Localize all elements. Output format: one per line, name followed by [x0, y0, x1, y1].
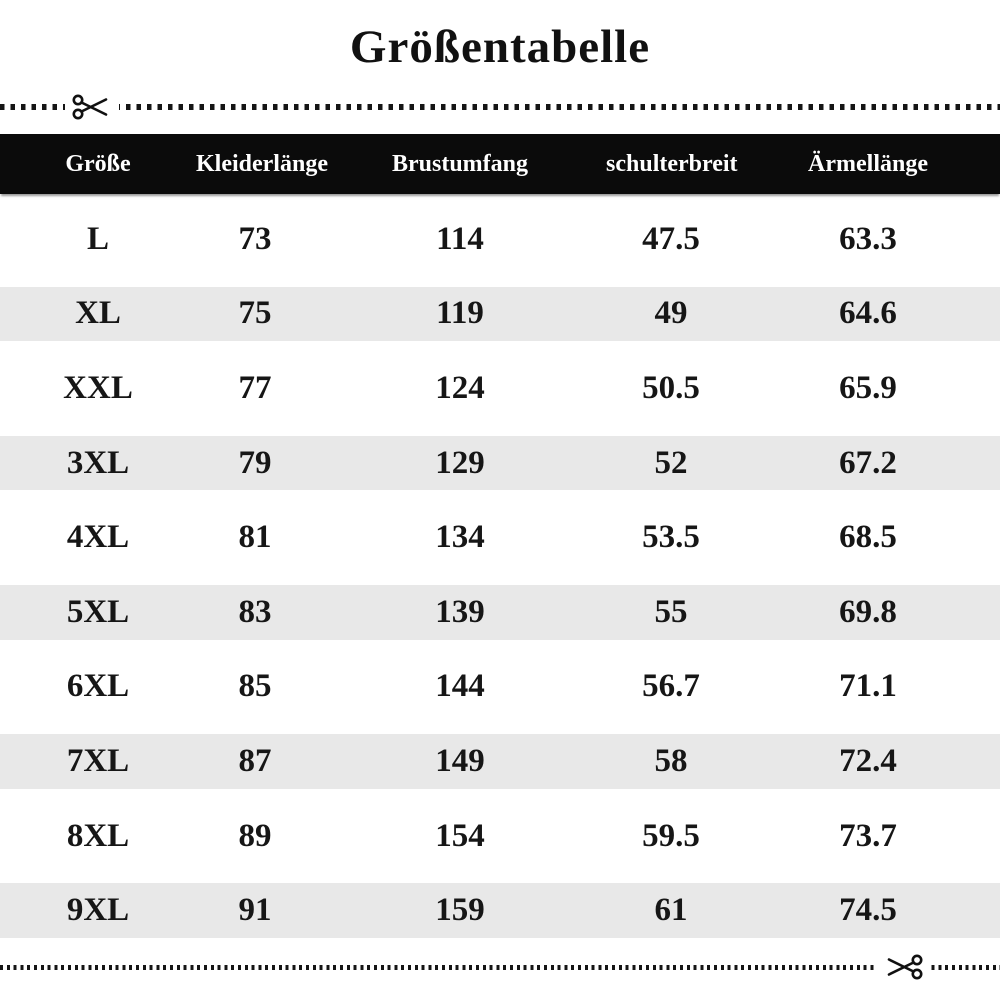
brustumfang-cell: 149: [435, 742, 485, 779]
brustumfang-cell: 124: [435, 369, 485, 406]
table-row: XL 75 119 49 64.6: [0, 277, 1000, 352]
brustumfang-cell: 114: [436, 220, 484, 257]
kleiderlaenge-cell: 83: [238, 593, 272, 630]
header-kleiderlaenge: Kleiderlänge: [196, 150, 328, 177]
table-row: 9XL 91 159 61 74.5: [0, 873, 1000, 948]
schulterbreit-cell: 58: [654, 742, 688, 779]
table-row: 8XL 89 154 59.5 73.7: [0, 799, 1000, 874]
size-cell: XXL: [63, 369, 133, 406]
table-row: 7XL 87 149 58 72.4: [0, 724, 1000, 799]
size-cell: L: [86, 220, 109, 257]
cut-line-top: [0, 92, 1000, 122]
kleiderlaenge-cell: 81: [238, 519, 272, 556]
brustumfang-cell: 154: [435, 817, 485, 854]
brustumfang-cell: 139: [435, 593, 485, 630]
schulterbreit-cell: 53.5: [642, 519, 700, 556]
header-brustumfang: Brustumfang: [391, 150, 529, 177]
kleiderlaenge-cell: 77: [238, 369, 272, 406]
table-row: 3XL 79 129 52 67.2: [0, 426, 1000, 501]
page-title: Größentabelle: [349, 21, 651, 73]
schulterbreit-cell: 55: [654, 593, 688, 630]
size-cell: 7XL: [66, 742, 130, 779]
aermellaenge-cell: 72.4: [839, 742, 897, 779]
size-cell: 8XL: [66, 817, 130, 854]
kleiderlaenge-cell: 91: [238, 892, 272, 929]
kleiderlaenge-cell: 75: [238, 295, 272, 332]
aermellaenge-cell: 64.6: [839, 295, 897, 332]
header-aermellaenge: Ärmellänge: [808, 150, 928, 177]
aermellaenge-cell: 69.8: [839, 593, 897, 630]
header-schulterbreit: schulterbreit: [606, 150, 738, 177]
size-cell: XL: [75, 295, 121, 332]
table-row: 5XL 83 139 55 69.8: [0, 575, 1000, 650]
schulterbreit-cell: 61: [654, 892, 688, 929]
aermellaenge-cell: 73.7: [839, 817, 897, 854]
brustumfang-cell: 119: [436, 295, 484, 332]
table-row: 4XL 81 134 53.5 68.5: [0, 500, 1000, 575]
size-cell: 9XL: [66, 892, 130, 929]
brustumfang-cell: 159: [435, 892, 485, 929]
size-cell: 3XL: [66, 444, 130, 481]
dotted-line: [0, 104, 1000, 110]
kleiderlaenge-cell: 89: [238, 817, 272, 854]
schulterbreit-cell: 50.5: [642, 369, 700, 406]
size-cell: 6XL: [66, 668, 130, 705]
kleiderlaenge-cell: 73: [238, 220, 272, 257]
scissors-icon: [65, 93, 119, 121]
schulterbreit-cell: 47.5: [642, 220, 700, 257]
kleiderlaenge-cell: 85: [238, 668, 272, 705]
header-groesse: Größe: [65, 150, 131, 177]
cut-line-bottom: [0, 952, 1000, 982]
brustumfang-cell: 129: [435, 444, 485, 481]
schulterbreit-cell: 56.7: [642, 668, 700, 705]
table-body: L 73 114 47.5 63.3 XL 75 119 49 64.6 XXL…: [0, 202, 1000, 948]
schulterbreit-cell: 59.5: [642, 817, 700, 854]
dotted-line: [0, 965, 1000, 970]
brustumfang-cell: 144: [435, 668, 485, 705]
aermellaenge-cell: 74.5: [839, 892, 897, 929]
kleiderlaenge-cell: 87: [238, 742, 272, 779]
aermellaenge-cell: 65.9: [839, 369, 897, 406]
schulterbreit-cell: 52: [654, 444, 688, 481]
table-row: 6XL 85 144 56.7 71.1: [0, 650, 1000, 725]
scissors-icon: [876, 953, 930, 981]
aermellaenge-cell: 63.3: [839, 220, 897, 257]
brustumfang-cell: 134: [435, 519, 485, 556]
table-row: XXL 77 124 50.5 65.9: [0, 351, 1000, 426]
aermellaenge-cell: 67.2: [839, 444, 897, 481]
table-header-row: Größe Kleiderlänge Brustumfang schulterb…: [0, 134, 1000, 194]
table-row: L 73 114 47.5 63.3: [0, 202, 1000, 277]
aermellaenge-cell: 71.1: [839, 668, 897, 705]
aermellaenge-cell: 68.5: [839, 519, 897, 556]
kleiderlaenge-cell: 79: [238, 444, 272, 481]
schulterbreit-cell: 49: [654, 295, 688, 332]
size-cell: 5XL: [66, 593, 130, 630]
size-cell: 4XL: [66, 519, 130, 556]
